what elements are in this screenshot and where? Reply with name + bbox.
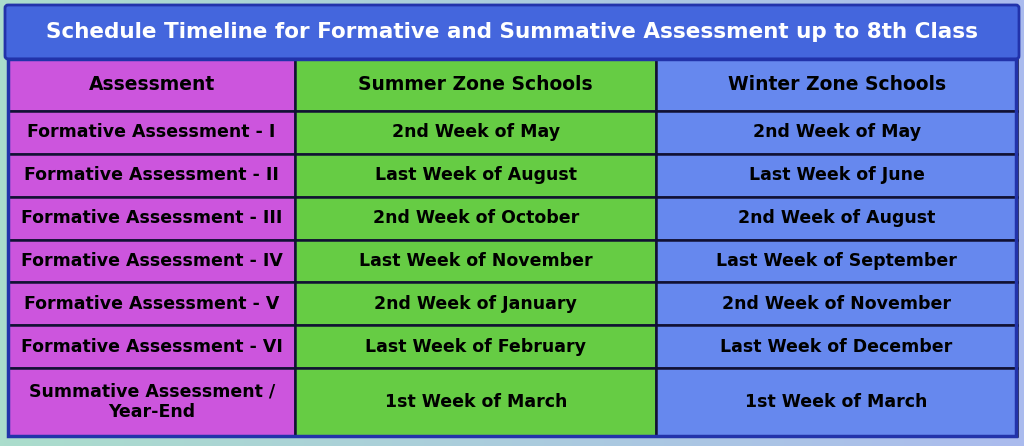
Bar xyxy=(295,154,656,197)
Text: Last Week of September: Last Week of September xyxy=(716,252,957,270)
Bar xyxy=(295,111,656,154)
Bar xyxy=(8,197,295,240)
Text: Schedule Timeline for Formative and Summative Assessment up to 8th Class: Schedule Timeline for Formative and Summ… xyxy=(46,22,978,42)
Bar xyxy=(656,154,1017,197)
Bar xyxy=(8,368,295,436)
Bar xyxy=(8,59,295,111)
Text: Last Week of August: Last Week of August xyxy=(375,166,577,184)
Bar xyxy=(656,368,1017,436)
Bar xyxy=(8,282,295,325)
Text: 1st Week of March: 1st Week of March xyxy=(745,393,928,411)
Text: Formative Assessment - III: Formative Assessment - III xyxy=(20,209,283,227)
Bar xyxy=(8,325,295,368)
Text: 2nd Week of May: 2nd Week of May xyxy=(753,124,921,141)
Text: Last Week of February: Last Week of February xyxy=(366,338,586,355)
Bar xyxy=(8,59,1016,436)
Bar xyxy=(295,240,656,282)
Bar xyxy=(656,240,1017,282)
Text: Last Week of November: Last Week of November xyxy=(358,252,593,270)
Text: Formative Assessment - VI: Formative Assessment - VI xyxy=(20,338,283,355)
Text: 2nd Week of May: 2nd Week of May xyxy=(391,124,560,141)
Text: Last Week of June: Last Week of June xyxy=(749,166,925,184)
Bar xyxy=(656,59,1017,111)
Bar xyxy=(295,325,656,368)
Text: 2nd Week of November: 2nd Week of November xyxy=(722,295,951,313)
Text: Formative Assessment - I: Formative Assessment - I xyxy=(28,124,275,141)
Bar xyxy=(656,325,1017,368)
Text: 2nd Week of August: 2nd Week of August xyxy=(738,209,935,227)
Bar xyxy=(656,282,1017,325)
Text: 2nd Week of January: 2nd Week of January xyxy=(375,295,578,313)
Text: Winter Zone Schools: Winter Zone Schools xyxy=(727,75,945,95)
Bar xyxy=(8,111,295,154)
Text: Last Week of December: Last Week of December xyxy=(721,338,952,355)
Bar xyxy=(656,111,1017,154)
Text: Formative Assessment - V: Formative Assessment - V xyxy=(24,295,280,313)
Text: 1st Week of March: 1st Week of March xyxy=(385,393,567,411)
Bar xyxy=(295,368,656,436)
Bar xyxy=(656,197,1017,240)
Text: Formative Assessment - II: Formative Assessment - II xyxy=(25,166,280,184)
Bar xyxy=(8,240,295,282)
FancyBboxPatch shape xyxy=(5,5,1019,59)
Bar xyxy=(8,154,295,197)
Text: 2nd Week of October: 2nd Week of October xyxy=(373,209,579,227)
Text: Assessment: Assessment xyxy=(88,75,215,95)
Bar xyxy=(295,197,656,240)
Bar xyxy=(295,282,656,325)
Text: Summative Assessment /
Year-End: Summative Assessment / Year-End xyxy=(29,383,274,421)
Text: Summer Zone Schools: Summer Zone Schools xyxy=(358,75,593,95)
Bar xyxy=(295,59,656,111)
Text: Formative Assessment - IV: Formative Assessment - IV xyxy=(20,252,283,270)
